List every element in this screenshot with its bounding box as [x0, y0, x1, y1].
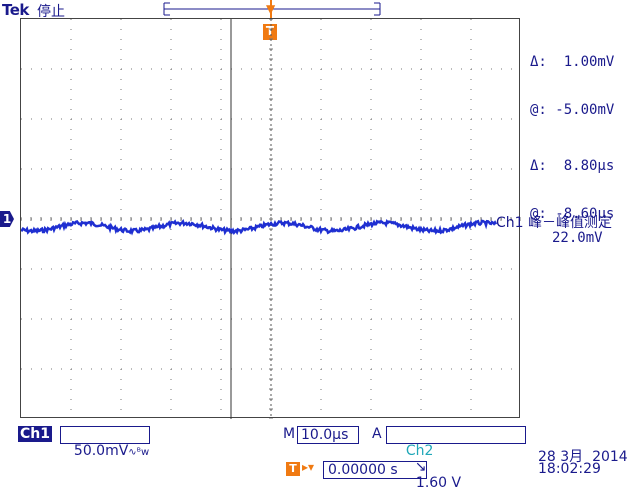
trigger-info-box[interactable]: Ch2 ↘ 1.60 V — [386, 426, 526, 491]
delta-v-label: Δ: — [530, 54, 547, 70]
trigger-source: Ch2 — [405, 443, 434, 459]
ac-bw-icon: ∿ᴮw — [128, 447, 150, 458]
timebase-value[interactable]: 10.0µs — [297, 426, 359, 444]
delta-v-value: 1.00mV — [563, 54, 615, 70]
ch1-label[interactable]: Ch1 — [18, 426, 52, 442]
delta-t-label: Δ: — [530, 158, 547, 174]
falling-edge-icon: ↘ — [405, 459, 431, 475]
measurement-value: 22.0mV — [552, 230, 603, 246]
time: 18:02:29 — [538, 461, 601, 477]
date: 28 3月 2014 — [538, 449, 628, 465]
at-v-value: -5.00mV — [555, 102, 615, 118]
trigger-position-icon: T — [286, 462, 300, 476]
ch1-ground-marker[interactable]: 1 — [0, 211, 14, 227]
graticule — [21, 19, 521, 419]
ch1-waveform-trace — [21, 218, 498, 236]
trigger-position-value[interactable]: 0.00000 s — [323, 461, 427, 479]
at-v-label: @: — [530, 102, 547, 118]
brand-logo: Tek — [2, 1, 29, 19]
waveform-display — [20, 18, 521, 419]
trigger-mode: A — [372, 426, 382, 442]
delta-t-value: 8.80µs — [563, 158, 615, 174]
at-t-label: @: — [530, 206, 547, 222]
record-position-bar — [163, 0, 381, 18]
timebase-label: M — [283, 426, 296, 442]
at-t-value: -8.60µs — [555, 206, 615, 222]
measurement-label: Ch1 峰－峰值测定 — [496, 215, 613, 231]
trigger-position-arrow-icon: ▼ — [266, 2, 276, 16]
cursor-readout: Δ: 1.00mV @: -5.00mV Δ: 8.80µs @: -8.60µ… — [530, 22, 614, 238]
ch1-scale: 50.0mV — [73, 443, 129, 459]
ch1-scale-box[interactable]: 50.0mV∿ᴮw — [60, 426, 150, 459]
arrow-right-icon: ▸▾ — [302, 460, 315, 474]
trigger-marker[interactable]: T — [263, 24, 277, 40]
acquisition-status: 停止 — [37, 4, 65, 20]
